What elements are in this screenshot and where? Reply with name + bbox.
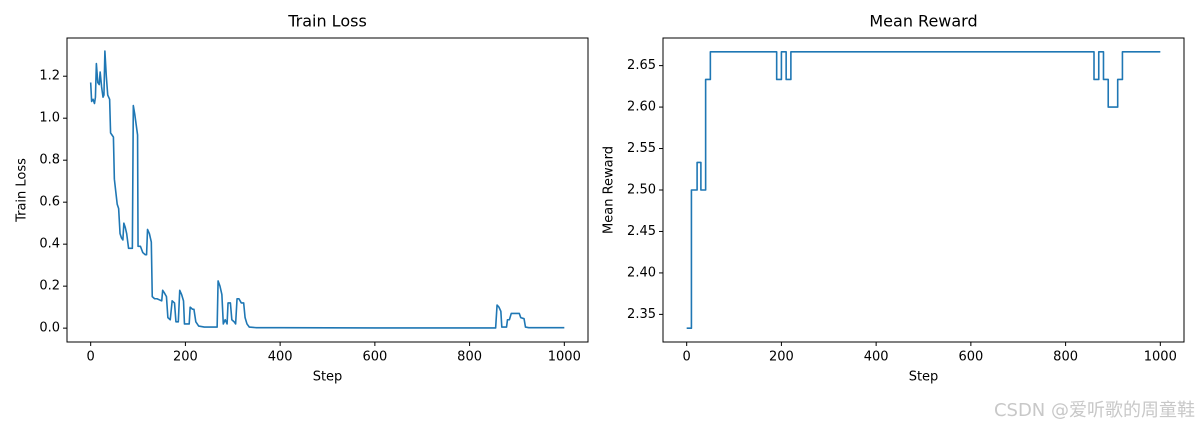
y-tick-label: 2.55 <box>627 141 656 156</box>
x-tick-label: 600 <box>958 350 983 365</box>
x-axis-label: Step <box>909 370 939 385</box>
y-tick-label: 2.40 <box>627 265 656 280</box>
x-tick-label: 200 <box>173 350 198 365</box>
x-tick-label: 400 <box>268 350 293 365</box>
axes-frame <box>66 37 589 343</box>
y-tick-label: 2.45 <box>627 224 656 239</box>
y-axis-label: Train Loss <box>15 158 30 223</box>
x-tick-label: 1000 <box>548 350 581 365</box>
chart-title: Mean Reward <box>869 12 977 31</box>
data-line <box>686 50 1161 330</box>
y-axis-label: Mean Reward <box>602 146 617 234</box>
y-tick-label: 2.35 <box>627 307 656 322</box>
y-tick-label: 2.65 <box>627 58 656 73</box>
y-tick-label: 0.6 <box>39 195 60 210</box>
x-tick-label: 800 <box>457 350 482 365</box>
y-tick-label: 0.2 <box>39 279 60 294</box>
x-tick-label: 800 <box>1053 350 1078 365</box>
x-tick-label: 0 <box>87 350 95 365</box>
watermark: CSDN @爱听歌的周童鞋 <box>994 400 1195 421</box>
y-tick-label: 0.4 <box>39 237 60 252</box>
x-axis-label: Step <box>313 370 343 385</box>
x-tick-label: 0 <box>683 350 691 365</box>
x-tick-label: 400 <box>864 350 889 365</box>
y-tick-label: 2.60 <box>627 100 656 115</box>
y-tick-label: 0.0 <box>39 321 60 336</box>
y-tick-label: 0.8 <box>39 153 60 168</box>
x-tick-label: 600 <box>362 350 387 365</box>
y-tick-label: 1.2 <box>39 69 60 84</box>
chart-title: Train Loss <box>287 12 367 31</box>
axes-frame <box>662 37 1185 343</box>
x-tick-label: 1000 <box>1144 350 1177 365</box>
y-tick-label: 2.50 <box>627 183 656 198</box>
y-tick-label: 1.0 <box>39 111 60 126</box>
data-line <box>89 50 565 329</box>
x-tick-label: 200 <box>769 350 794 365</box>
